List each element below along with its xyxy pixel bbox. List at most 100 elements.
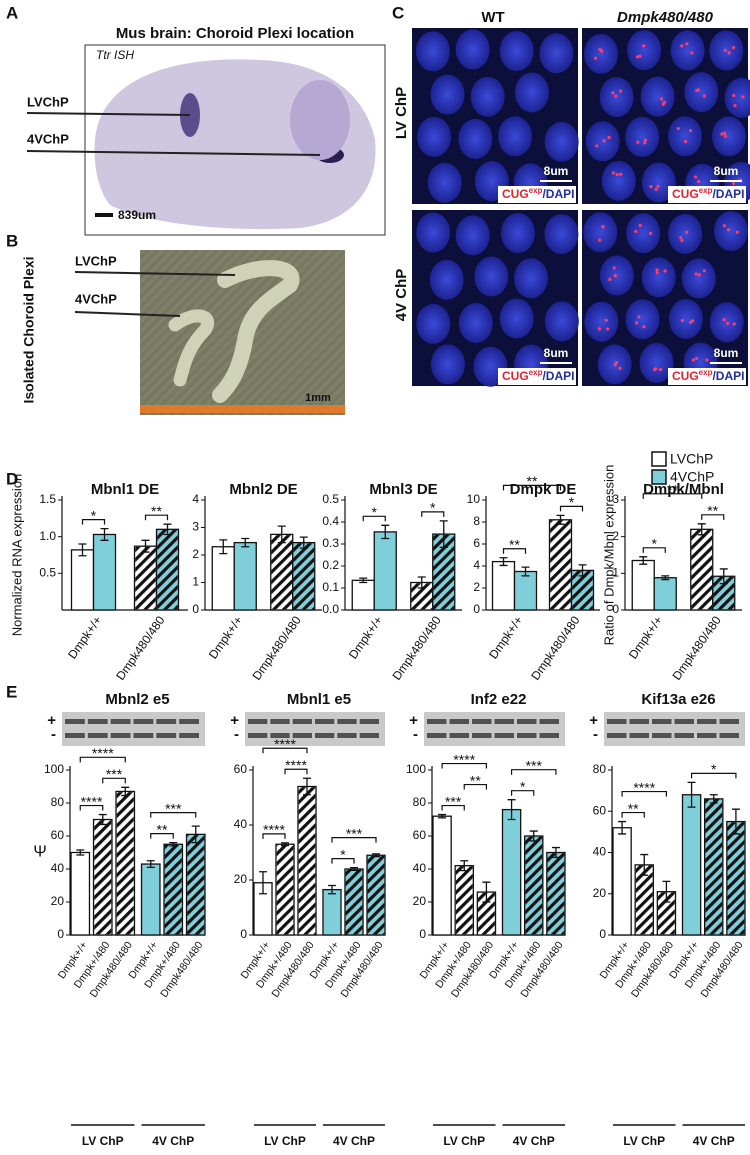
- gel-lane-label: +: [589, 712, 598, 729]
- foci: [600, 49, 604, 53]
- y-tick-label: 4: [192, 492, 199, 506]
- y-tick-label: 100: [406, 762, 426, 776]
- gel-band: [674, 719, 694, 724]
- error-bar: [169, 841, 178, 847]
- gel-band: [494, 719, 514, 724]
- error-bar: [687, 781, 696, 808]
- error-bar: [697, 523, 706, 536]
- nucleus: [458, 118, 493, 159]
- y-tick-label: 1: [612, 566, 619, 580]
- gel-band: [337, 719, 357, 724]
- stain-part: /DAPI: [542, 187, 574, 201]
- error-bar: [719, 568, 728, 585]
- foci: [695, 356, 699, 361]
- group-label: 4V ChP: [513, 1134, 555, 1148]
- stain-label: CUGexp/DAPI: [672, 186, 744, 201]
- stain-part: CUG: [502, 187, 529, 201]
- foci: [643, 138, 648, 142]
- gel-band: [719, 733, 739, 738]
- bar: [501, 808, 522, 936]
- stain-box: [668, 368, 746, 385]
- y-tick-label: 1.0: [39, 529, 56, 543]
- arrow-label: 4VChP: [27, 131, 69, 146]
- gel-lane-label: +: [47, 712, 56, 729]
- significance-label: **: [707, 503, 718, 519]
- bar: [70, 549, 95, 611]
- gel-band: [337, 733, 357, 738]
- error-bar: [499, 557, 508, 567]
- group-label: 4V ChP: [333, 1134, 375, 1148]
- significance-label: ****: [285, 757, 307, 773]
- y-tick-label: 2: [192, 547, 199, 561]
- significance-label: **: [157, 821, 168, 837]
- error-bar: [121, 786, 130, 797]
- scale-label: 8um: [714, 164, 739, 178]
- significance-label: ***: [526, 757, 543, 773]
- foci: [680, 318, 684, 322]
- significance-bracket: [79, 804, 104, 811]
- gel-lane-label: -: [51, 726, 56, 743]
- y-tick-label: 80: [413, 795, 427, 809]
- nucleus: [601, 160, 636, 201]
- foci: [685, 42, 689, 46]
- nucleus: [711, 116, 746, 157]
- foci: [662, 100, 667, 104]
- gel: [245, 712, 385, 746]
- arrow-label: 4VChP: [75, 291, 117, 306]
- gel-band: [449, 733, 469, 738]
- significance-label: *: [91, 507, 97, 523]
- significance-label: *: [430, 500, 436, 516]
- y-axis-label: Normalized RNA expression: [9, 474, 24, 637]
- gel-band: [292, 733, 312, 738]
- significance-bracket: [262, 747, 308, 754]
- gel-band: [427, 719, 447, 724]
- scale-bar: [540, 180, 572, 182]
- gel-band: [517, 733, 537, 738]
- stain-box: [498, 368, 576, 385]
- y-tick-label: 1: [192, 575, 199, 589]
- nucleus: [625, 299, 660, 340]
- bar-hatch: [635, 865, 653, 935]
- significance-bracket: [331, 837, 377, 843]
- scale-label: 8um: [544, 164, 569, 178]
- foci: [637, 315, 641, 319]
- significance-bracket: [331, 858, 355, 864]
- group-label: LV ChP: [82, 1134, 124, 1148]
- chart-title: Kif13a e26: [641, 691, 715, 708]
- gel-band: [607, 719, 627, 724]
- foci: [607, 135, 611, 140]
- gel-band: [629, 719, 649, 724]
- nucleus: [514, 72, 549, 113]
- foci: [619, 172, 623, 176]
- error-bar: [328, 884, 336, 895]
- nucleus: [499, 298, 534, 339]
- gel-band: [494, 733, 514, 738]
- bar-hatch: [547, 853, 565, 935]
- significance-bracket: [81, 519, 106, 525]
- bar-hatch: [187, 835, 205, 935]
- error-bar: [241, 537, 250, 548]
- chart-title: Mbnl3 DE: [369, 481, 437, 498]
- bar-hatch: [691, 530, 713, 610]
- foci: [732, 322, 736, 326]
- foci: [695, 88, 699, 93]
- foci: [691, 358, 696, 362]
- chart-title: Mbnl2 DE: [229, 481, 297, 498]
- foci: [702, 269, 706, 273]
- error-bar: [359, 577, 368, 584]
- foci: [731, 46, 736, 50]
- nucleus: [430, 344, 465, 385]
- dissection-image: [140, 250, 345, 415]
- nucleus: [500, 212, 535, 253]
- foci: [648, 231, 653, 235]
- chart-title: Inf2 e22: [471, 691, 527, 708]
- error-bar: [78, 543, 87, 557]
- foci: [635, 321, 639, 325]
- bar-hatch: [345, 869, 363, 935]
- foci: [643, 141, 647, 145]
- gel-lane-label: -: [234, 726, 239, 743]
- gel-band: [133, 719, 154, 724]
- legend-swatch: [651, 451, 667, 467]
- gel-band: [110, 719, 131, 724]
- y-tick-label: 0: [419, 927, 426, 941]
